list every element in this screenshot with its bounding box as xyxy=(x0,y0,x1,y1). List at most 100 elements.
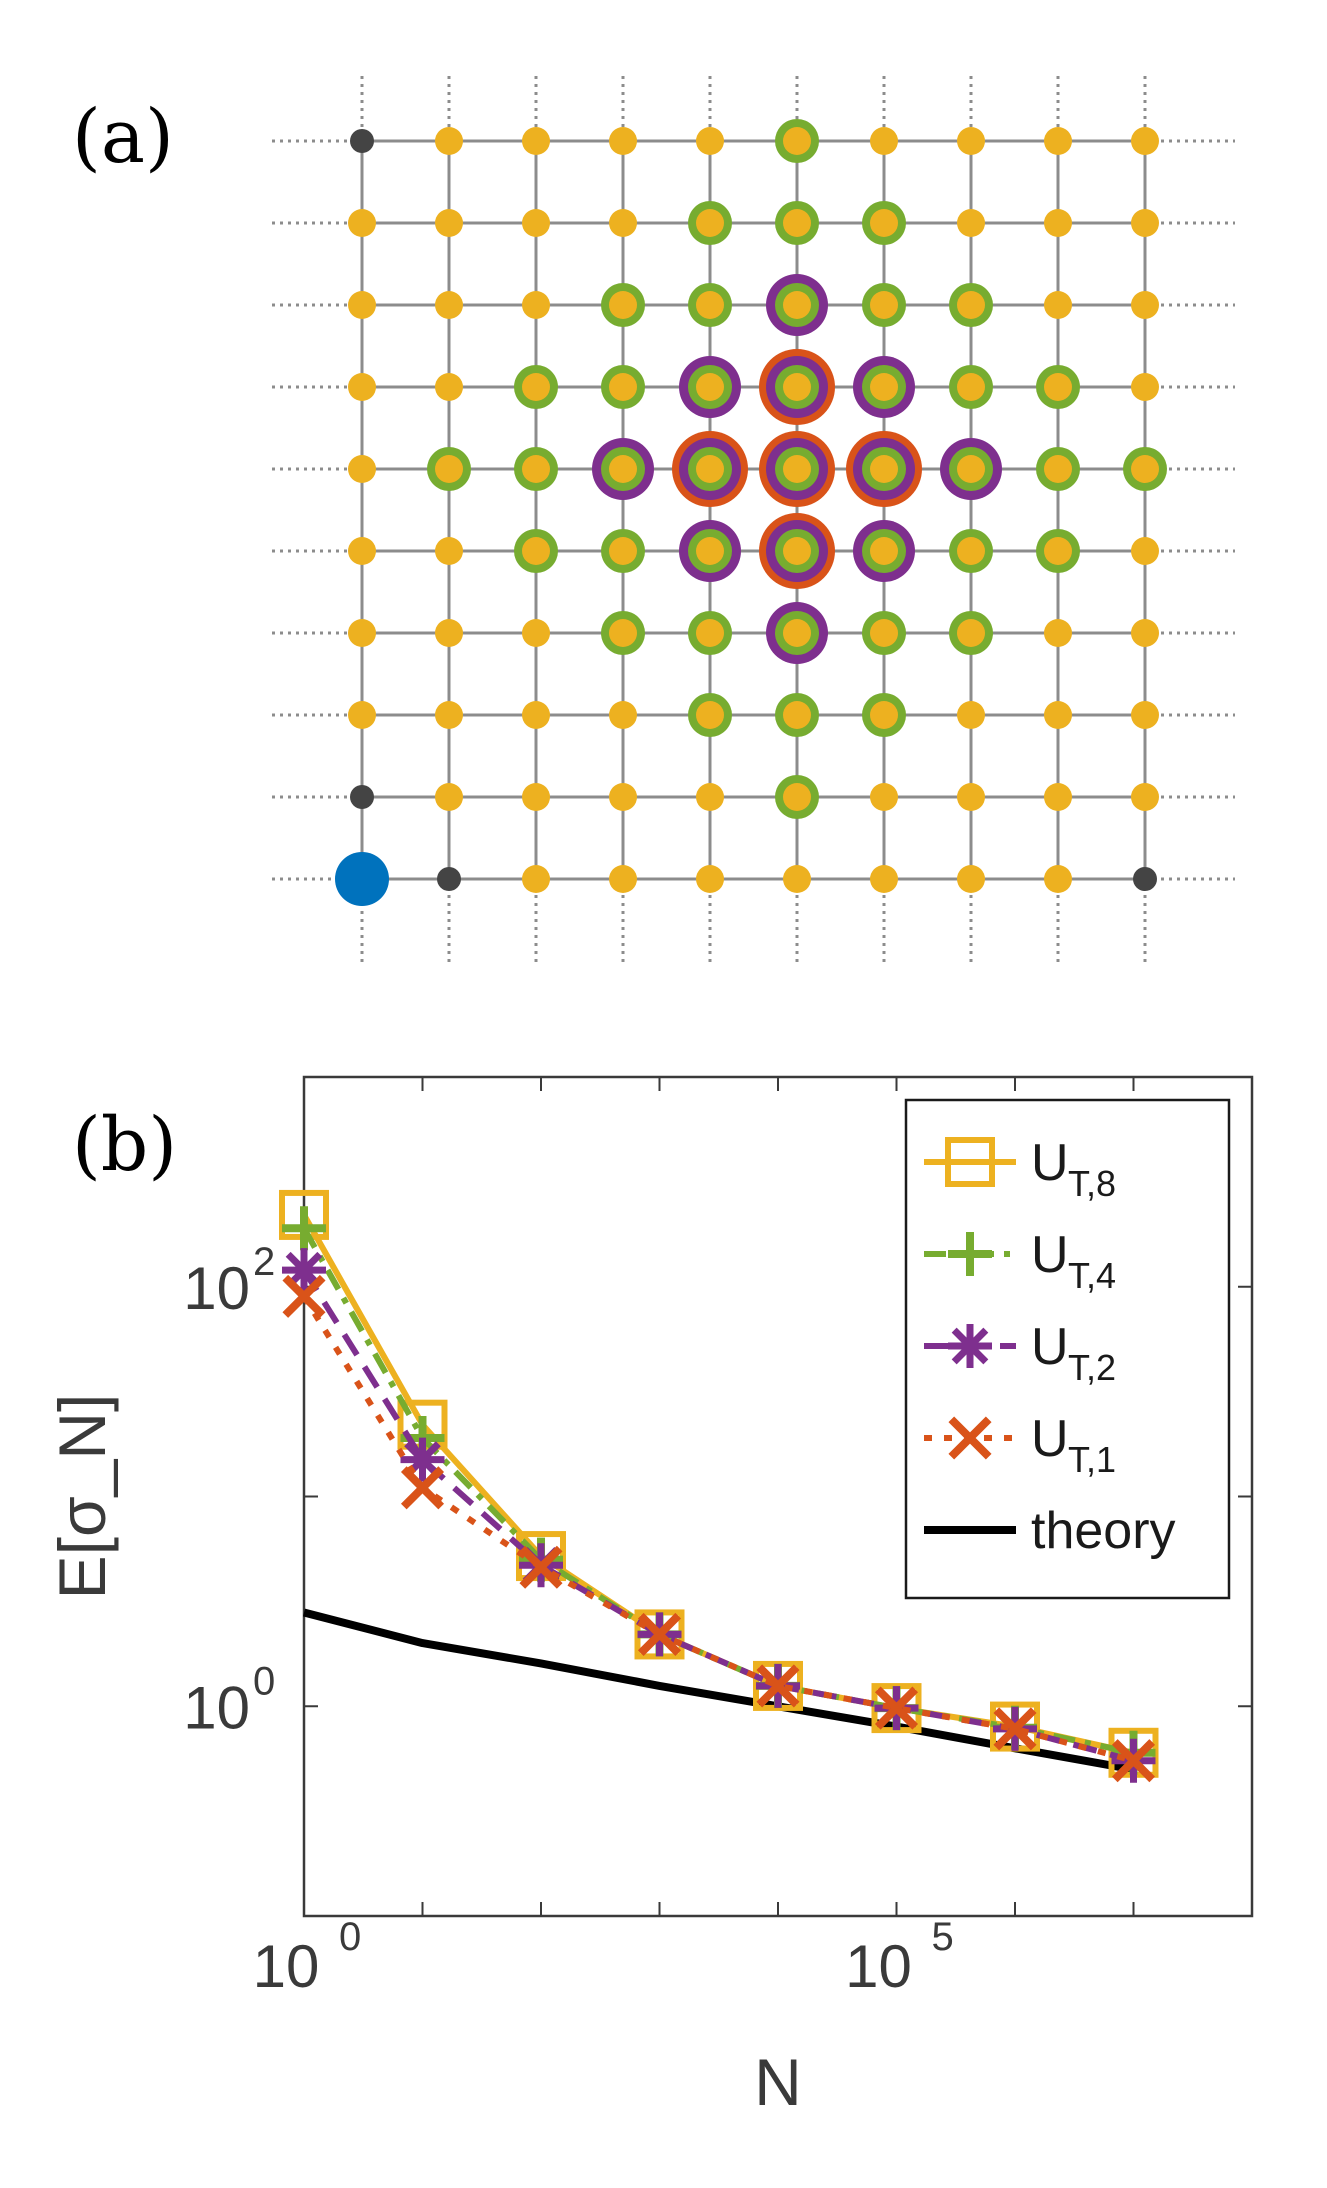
lattice-node-yellow xyxy=(957,701,985,729)
panel-a-label: (a) xyxy=(72,94,174,180)
lattice-node-yellow xyxy=(435,619,463,647)
marker-x xyxy=(282,1274,326,1318)
lattice-node-yellow xyxy=(348,291,376,319)
lattice-node-yellow xyxy=(957,455,985,483)
lattice-node-yellow xyxy=(609,127,637,155)
lattice-node-yellow xyxy=(870,209,898,237)
legend-entry: U T,8 xyxy=(924,1134,1116,1204)
lattice-node-yellow xyxy=(696,127,724,155)
lattice-node-yellow xyxy=(609,865,637,893)
lattice-node-yellow xyxy=(783,209,811,237)
legend-label: U xyxy=(1031,1226,1069,1284)
lattice-node-yellow xyxy=(522,619,550,647)
legend-entry: theory xyxy=(924,1502,1176,1560)
lattice-node-dark xyxy=(350,785,374,809)
lattice-node-yellow xyxy=(783,537,811,565)
y-tick-exponent: 0 xyxy=(253,1659,275,1703)
lattice-node-yellow xyxy=(957,373,985,401)
lattice-node-yellow xyxy=(435,373,463,401)
lattice-node-yellow xyxy=(696,373,724,401)
y-tick-exponent: 2 xyxy=(253,1240,275,1284)
marker-x xyxy=(1111,1739,1156,1783)
legend-label: U xyxy=(1031,1134,1069,1192)
lattice-node-yellow xyxy=(348,373,376,401)
marker-x xyxy=(993,1707,1037,1751)
lattice-node-dark xyxy=(437,867,461,891)
y-tick-label: 10 xyxy=(183,1674,250,1741)
lattice-node-yellow xyxy=(609,291,637,319)
lattice-node-yellow xyxy=(1131,373,1159,401)
marker-x xyxy=(874,1686,919,1730)
lattice-node-yellow xyxy=(435,455,463,483)
lattice-node-yellow xyxy=(522,783,550,811)
lattice-node-yellow xyxy=(435,783,463,811)
x-axis-label: N xyxy=(754,2045,802,2119)
marker-plus xyxy=(282,1206,326,1251)
lattice-node-yellow xyxy=(522,537,550,565)
lattice-node-yellow xyxy=(609,783,637,811)
lattice-node-yellow xyxy=(1044,455,1072,483)
legend-label-subscript: T,4 xyxy=(1068,1255,1116,1296)
lattice-node-yellow xyxy=(609,619,637,647)
y-axis-label: E[σ_N] xyxy=(45,1394,119,1600)
lattice-node-yellow xyxy=(870,701,898,729)
lattice-node-yellow xyxy=(609,209,637,237)
marker-asterisk xyxy=(948,1324,992,1368)
lattice-node-yellow xyxy=(783,291,811,319)
legend-label-subscript: T,8 xyxy=(1068,1163,1116,1204)
lattice-node-yellow xyxy=(957,619,985,647)
lattice-node-yellow xyxy=(870,455,898,483)
legend-entry: U T,2 xyxy=(924,1318,1116,1388)
lattice-node-yellow xyxy=(1044,619,1072,647)
lattice-node-yellow xyxy=(348,619,376,647)
lattice-node-yellow xyxy=(522,373,550,401)
lattice-node-yellow xyxy=(522,701,550,729)
lattice-node-yellow xyxy=(783,701,811,729)
lattice-node-yellow xyxy=(1131,619,1159,647)
lattice-node-yellow xyxy=(609,537,637,565)
lattice-node-yellow xyxy=(609,455,637,483)
legend-entry: U T,1 xyxy=(924,1410,1116,1480)
lattice-node-dark xyxy=(350,129,374,153)
lattice-node-yellow xyxy=(957,537,985,565)
lattice-node-yellow xyxy=(1131,537,1159,565)
lattice-node-yellow xyxy=(522,127,550,155)
lattice-node-yellow xyxy=(522,209,550,237)
lattice-node-yellow xyxy=(1131,783,1159,811)
lattice-node-yellow xyxy=(870,127,898,155)
lattice-node-yellow xyxy=(609,373,637,401)
lattice-node-yellow xyxy=(783,783,811,811)
lattice-node-yellow xyxy=(696,209,724,237)
lattice-node-yellow xyxy=(783,455,811,483)
lattice-node-yellow xyxy=(696,783,724,811)
lattice-node-yellow xyxy=(1131,455,1159,483)
lattice-node-yellow xyxy=(957,209,985,237)
lattice-node-yellow xyxy=(957,127,985,155)
marker-asterisk xyxy=(400,1437,445,1482)
marker-x xyxy=(948,1416,992,1460)
lattice-node-yellow xyxy=(696,619,724,647)
lattice-node-yellow xyxy=(1044,865,1072,893)
legend-label-subscript: T,1 xyxy=(1068,1439,1116,1480)
x-tick-exponent: 0 xyxy=(339,1915,361,1959)
lattice-node-yellow xyxy=(696,865,724,893)
lattice-node-yellow xyxy=(1131,209,1159,237)
lattice-node-yellow xyxy=(348,455,376,483)
error-plot-panel: 10 0 10 510 010 2NE[σ_N]U T,8U T,4U T,2U T,1theor… xyxy=(45,1075,1254,2119)
legend-entry: U T,4 xyxy=(924,1226,1116,1296)
lattice-node-yellow xyxy=(435,209,463,237)
lattice-node-yellow xyxy=(870,783,898,811)
lattice-node-yellow xyxy=(1044,127,1072,155)
lattice-node-yellow xyxy=(696,455,724,483)
lattice-node-yellow xyxy=(957,783,985,811)
marker-x xyxy=(756,1664,800,1708)
lattice-node-yellow xyxy=(609,701,637,729)
lattice-node-yellow xyxy=(348,701,376,729)
lattice-node-yellow xyxy=(957,291,985,319)
lattice-node-dark xyxy=(1133,867,1157,891)
lattice-node-yellow xyxy=(522,865,550,893)
x-tick-exponent: 5 xyxy=(932,1915,954,1959)
lattice-node-yellow xyxy=(1044,537,1072,565)
lattice-node-yellow xyxy=(696,291,724,319)
